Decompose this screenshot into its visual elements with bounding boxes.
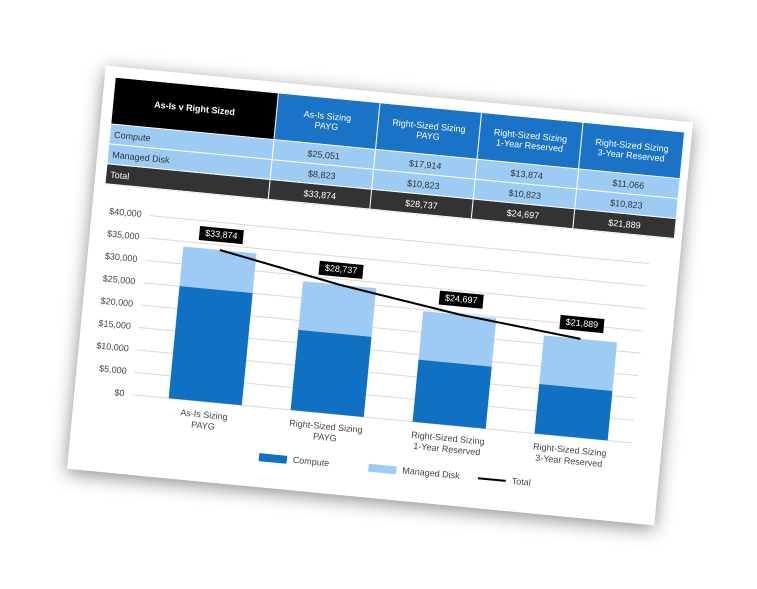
y-tick-label: $35,000 <box>107 228 140 241</box>
bar-segment <box>539 335 618 391</box>
total-line <box>219 249 581 340</box>
y-tick-label: $30,000 <box>105 251 138 264</box>
y-tick-label: $15,000 <box>98 318 131 331</box>
bar-segment <box>179 246 257 294</box>
y-tick-label: $20,000 <box>100 296 133 309</box>
legend-swatch <box>477 477 506 482</box>
label-box <box>318 260 364 279</box>
y-tick-label: $5,000 <box>99 363 127 376</box>
label-box <box>198 226 244 245</box>
data-label: $21,889 <box>565 317 598 330</box>
bar-segment <box>298 281 377 337</box>
legend-label: Total <box>511 476 531 488</box>
legend-label: Managed Disk <box>402 465 461 481</box>
grid-line <box>147 237 648 287</box>
data-label: $33,874 <box>205 228 238 241</box>
y-tick-label: $40,000 <box>109 206 142 219</box>
data-label: $28,737 <box>324 263 357 276</box>
chart: $0 $5,000 $10,000 $15,000 $20,000 $25,000 $30,… <box>96 206 650 488</box>
bar-segment <box>418 311 497 367</box>
legend-label: Compute <box>292 455 329 468</box>
bar-segment <box>534 383 613 441</box>
bar-segment <box>290 329 372 418</box>
legend-swatch <box>258 453 288 464</box>
bar-segment <box>168 286 253 406</box>
label-box <box>559 314 605 334</box>
bar-segment <box>412 359 492 429</box>
legend-swatch <box>368 463 397 475</box>
data-label: $24,697 <box>445 293 478 306</box>
y-tick-label: $0 <box>114 387 125 398</box>
label-box <box>438 290 484 309</box>
grid-line <box>149 215 650 265</box>
y-tick-label: $25,000 <box>102 273 135 286</box>
slide: As-Is v Right Sized As-Is Sizing PAYG Righ… <box>66 65 694 526</box>
y-tick-label: $10,000 <box>96 340 129 353</box>
